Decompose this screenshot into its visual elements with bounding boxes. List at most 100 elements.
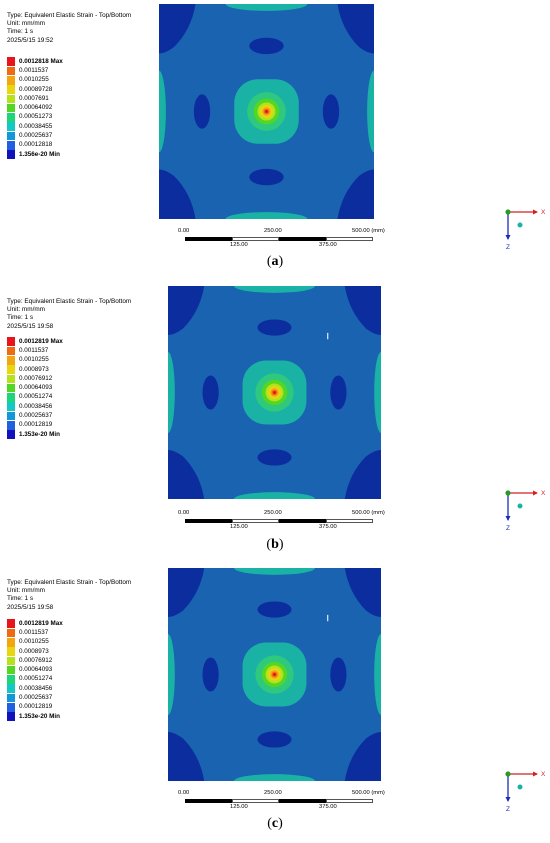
legend-swatch	[7, 712, 15, 721]
figure-caption: (b)	[266, 537, 284, 552]
result-info: Type: Equivalent Elastic Strain - Top/Bo…	[7, 12, 131, 45]
low-strain-island	[202, 375, 219, 410]
legend-value: 0.0012818 Max	[19, 57, 63, 65]
legend-value: 0.00076912	[19, 656, 53, 664]
legend-entry: 0.00038455	[7, 122, 63, 132]
y-axis-dot	[505, 771, 511, 777]
contour-plot	[161, 561, 388, 788]
corner-region	[159, 169, 196, 219]
legend-entry: 0.00025637	[7, 693, 63, 703]
x-axis-label: X	[541, 771, 546, 778]
legend-swatch	[7, 66, 15, 76]
low-strain-island	[257, 601, 292, 618]
triad-svg: XZ	[505, 771, 546, 813]
legend-entry: 0.0008973	[7, 647, 63, 656]
scale-bar-segment	[326, 799, 373, 803]
caption-letter: b	[271, 537, 279, 552]
result-unit-line: Unit: mm/mm	[7, 587, 45, 595]
z-axis-arrow	[505, 235, 511, 240]
result-type-line: Type: Equivalent Elastic Strain - Top/Bo…	[7, 12, 132, 19]
legend-value: 0.00025637	[19, 412, 53, 420]
legend-swatch	[7, 619, 15, 628]
scale-bar-segment	[232, 799, 279, 803]
scale-label-375: 375.00	[319, 242, 337, 248]
legend-entry: 0.00076912	[7, 374, 63, 384]
scale-bar-segment	[232, 237, 279, 241]
legend-value: 1.353e-20 Min	[19, 712, 60, 720]
scale-bar: 0.00 250.00 500.00 (mm) 125.00 375.00	[178, 510, 385, 535]
max-point	[264, 109, 269, 114]
legend-entry: 1.353e-20 Min	[7, 430, 63, 439]
corner-region	[344, 732, 381, 781]
legend-swatch	[7, 421, 15, 430]
contour-svg	[152, 0, 381, 226]
low-strain-island	[249, 168, 284, 186]
legend-value: 0.00089728	[19, 85, 53, 93]
contour-svg	[161, 561, 388, 788]
legend-swatch	[7, 637, 15, 647]
legend-swatch	[7, 103, 15, 113]
triad-svg: XZ	[505, 490, 546, 532]
view-sphere	[517, 784, 523, 790]
scale-bar-segment	[326, 519, 373, 523]
legend-value: 0.00025637	[19, 694, 53, 702]
legend-swatch	[7, 430, 15, 439]
legend-swatch	[7, 393, 15, 402]
legend-swatch	[7, 411, 15, 421]
legend-entry: 0.00089728	[7, 85, 63, 94]
legend-value: 0.0007691	[19, 94, 49, 102]
legend-value: 0.0011537	[19, 628, 49, 636]
y-axis-dot	[505, 209, 511, 215]
legend-value: 0.0011537	[19, 346, 49, 354]
contour-legend: 0.0012819 Max 0.0011537 0.0010255 0.0008973…	[7, 619, 63, 721]
legend-swatch	[7, 383, 15, 393]
legend-value: 0.00051274	[19, 393, 53, 401]
max-point	[273, 391, 276, 394]
result-date-line: 2025/5/15 19:58	[7, 603, 54, 611]
low-strain-island	[322, 94, 340, 129]
scale-bar-segment	[279, 237, 326, 241]
scale-label-500: 500.00 (mm)	[352, 510, 385, 516]
x-axis-arrow	[533, 209, 538, 215]
legend-entry: 0.0010255	[7, 355, 63, 365]
scale-bar-segment	[185, 237, 232, 241]
result-info: Type: Equivalent Elastic Strain - Top/Bo…	[7, 579, 131, 612]
legend-entry: 0.00012818	[7, 141, 63, 150]
legend-swatch	[7, 647, 15, 656]
legend-swatch	[7, 365, 15, 374]
legend-swatch	[7, 75, 15, 85]
z-axis-label: Z	[506, 806, 510, 813]
scale-bar: 0.00 250.00 500.00 (mm) 125.00 375.00	[178, 228, 385, 253]
legend-value: 0.00051273	[19, 113, 53, 121]
z-axis-arrow	[505, 797, 511, 802]
legend-value: 0.00038455	[19, 122, 53, 130]
corner-region	[159, 4, 196, 54]
contour-svg	[161, 279, 388, 506]
result-time-line: Time: 1 s	[7, 595, 34, 603]
result-unit-line: Unit: mm/mm	[7, 306, 45, 314]
legend-value: 0.00064093	[19, 666, 53, 674]
legend-entry: 0.00051273	[7, 113, 63, 122]
legend-value: 0.00064092	[19, 104, 53, 112]
x-axis-label: X	[541, 490, 546, 497]
result-date-line: 2025/5/15 19:52	[7, 36, 54, 44]
low-strain-island	[257, 319, 292, 336]
low-strain-island	[202, 657, 219, 692]
contour-legend: 0.0012819 Max 0.0011537 0.0010255 0.0008973…	[7, 337, 63, 439]
corner-region	[337, 169, 374, 219]
low-strain-island	[193, 94, 211, 129]
result-time-line: Time: 1 s	[7, 28, 34, 36]
legend-value: 0.0008973	[19, 365, 49, 373]
scale-bar-segment	[326, 237, 373, 241]
result-unit-line: Unit: mm/mm	[7, 20, 45, 28]
legend-swatch	[7, 337, 15, 346]
view-sphere	[517, 503, 523, 509]
contour-plot	[152, 0, 381, 226]
legend-entry: 0.00064093	[7, 383, 63, 393]
legend-swatch	[7, 346, 15, 356]
scale-bar-segment	[279, 519, 326, 523]
legend-swatch	[7, 693, 15, 703]
legend-swatch	[7, 374, 15, 384]
